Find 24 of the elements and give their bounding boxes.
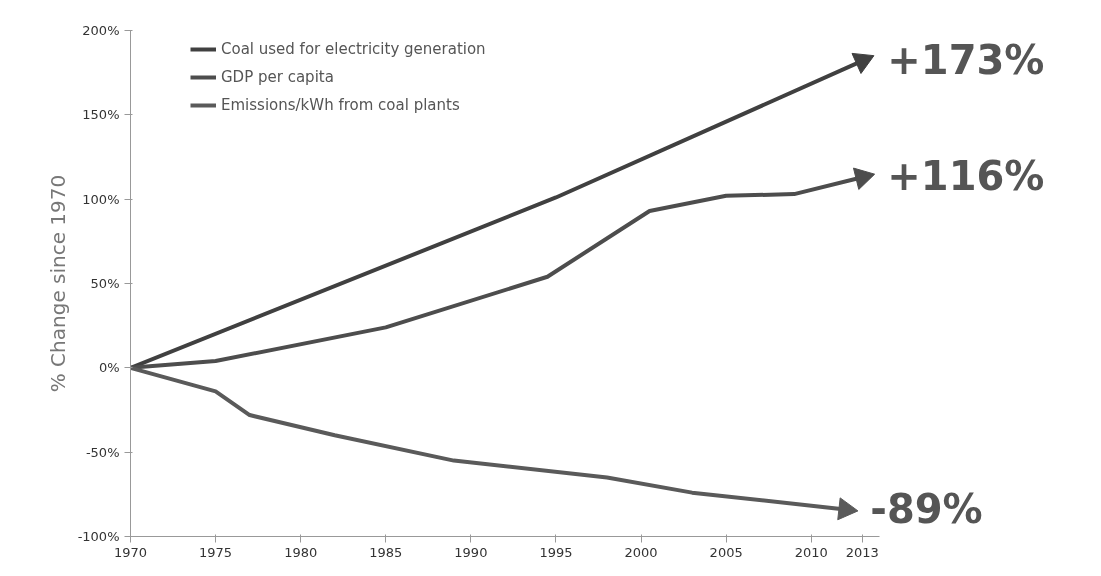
- y-tick-label: 50%: [90, 276, 120, 291]
- x-tick-label: 1990: [454, 544, 488, 560]
- legend-label: Emissions/kWh from coal plants: [221, 96, 460, 114]
- x-tick-label: 1995: [539, 544, 573, 560]
- x-tick-label: 1985: [369, 544, 403, 560]
- x-tick-label: 2013: [845, 544, 879, 560]
- y-axis-title: % Change since 1970: [45, 174, 70, 393]
- x-tick-label: 1970: [113, 544, 148, 560]
- text: +173%: [887, 36, 1045, 83]
- y-tick-label: 200%: [82, 23, 120, 38]
- y-tick-label: -50%: [85, 444, 120, 460]
- y-tick-label: 0%: [98, 360, 120, 376]
- x-tick-label: 1975: [199, 544, 233, 560]
- x-tick-label: 2010: [794, 544, 828, 560]
- legend-label: Coal used for electricity generation: [221, 40, 486, 58]
- y-tick-label: 100%: [82, 191, 120, 207]
- x-tick-label: 2000: [624, 544, 658, 560]
- x-tick-label: 1980: [284, 544, 318, 560]
- annotation: -89%: [870, 485, 983, 532]
- x-tick-label: 2005: [709, 544, 743, 560]
- text: +116%: [887, 153, 1045, 200]
- y-tick-label: 150%: [82, 107, 120, 123]
- y-tick-label: -100%: [77, 529, 120, 544]
- legend-label: GDP per capita: [221, 68, 334, 86]
